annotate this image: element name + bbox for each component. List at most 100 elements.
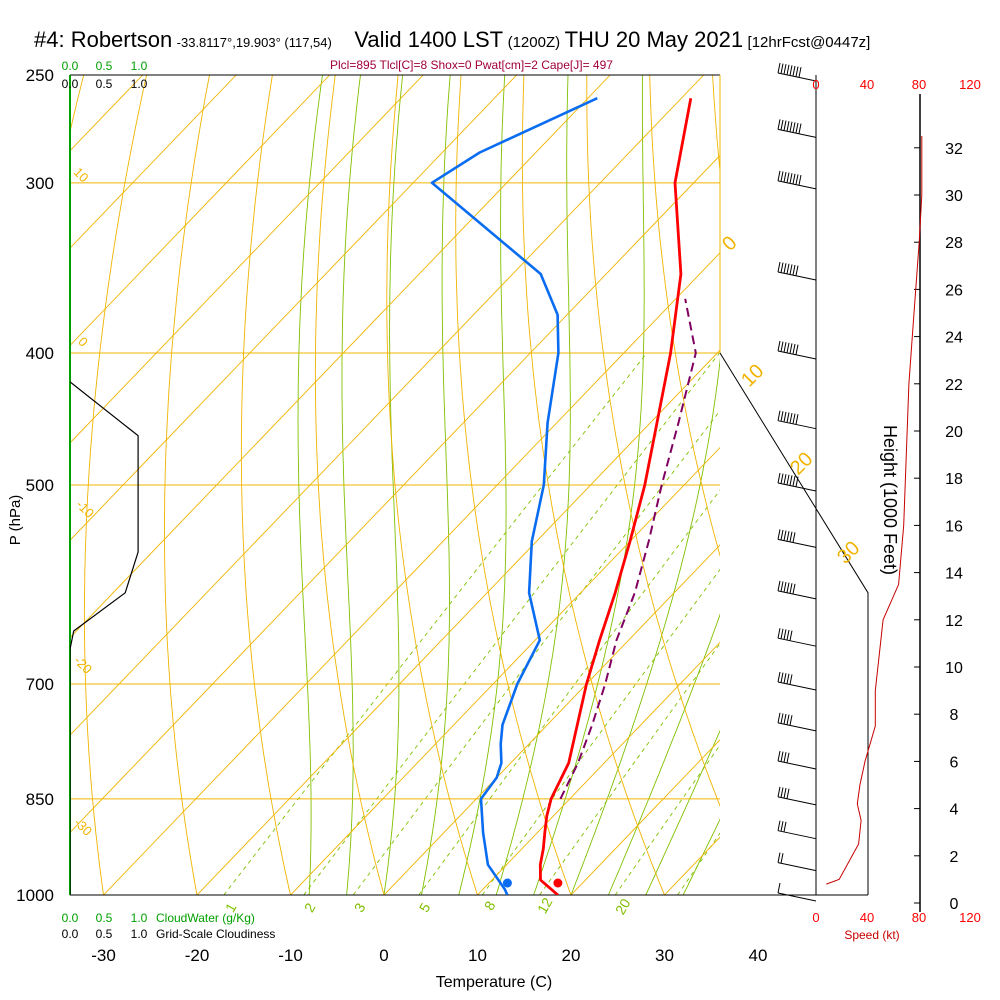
wind-barb-feather xyxy=(789,674,793,685)
wind-barb-feather xyxy=(786,752,790,763)
speed-tick-label-top: 80 xyxy=(912,77,926,92)
wind-barb-feather xyxy=(777,852,781,863)
temperature-tick-label: -20 xyxy=(185,946,210,965)
wind-barb-staff xyxy=(777,892,817,902)
wind-barb-feather xyxy=(780,853,784,864)
cloudiness-tick-label-bottom: 1.0 xyxy=(131,927,148,941)
indices-line: Plcl=895 Tlcl[C]=8 Shox=0 Pwat[cm]=2 Cap… xyxy=(330,58,613,72)
pressure-tick-label: 400 xyxy=(26,344,54,363)
speed-tick-label-top: 0 xyxy=(812,77,819,92)
wind-barb-staff xyxy=(777,590,817,600)
y-axis-title: P (hPa) xyxy=(7,495,24,546)
wind-barb xyxy=(777,410,817,430)
cloudiness-tick-label-top: 1.0 xyxy=(131,77,148,91)
wind-barb-feather xyxy=(777,340,781,352)
height-tick-label: 14 xyxy=(945,566,963,583)
dry-adiabat xyxy=(240,75,291,895)
height-tick-label: 4 xyxy=(950,802,959,819)
wind-barb-staff xyxy=(777,830,817,840)
sounding-traces xyxy=(70,97,697,895)
mixing-ratio-line xyxy=(352,409,720,895)
height-tick-label: 32 xyxy=(945,141,963,158)
height-tick-label: 18 xyxy=(945,471,963,488)
wind-barb-feather xyxy=(786,64,790,75)
wind-barb-feather xyxy=(780,628,784,639)
moist-adiabat xyxy=(458,75,507,895)
wind-barb-feather xyxy=(792,343,796,355)
wind-barb-staff xyxy=(777,482,817,492)
wind-barb-feather xyxy=(786,342,790,353)
wind-barb-feather xyxy=(777,410,781,421)
cloudwater-tick-label-bottom: 0.0 xyxy=(62,911,79,925)
mixing-ratio-line xyxy=(539,642,720,895)
wind-barb-staff xyxy=(777,681,817,691)
wind-barb-feather xyxy=(783,787,787,799)
wind-barb-feather xyxy=(783,474,787,485)
dewpoint-line xyxy=(430,97,598,895)
wind-barb-feather xyxy=(783,263,787,274)
wind-barb-feather xyxy=(777,119,781,130)
moist-adiabat xyxy=(297,75,323,895)
wind-barb-staff xyxy=(777,637,817,647)
height-tick-label: 26 xyxy=(945,282,963,299)
forecast-date: THU 20 May 2021 xyxy=(564,27,744,52)
mixing-ratio-line xyxy=(303,352,720,895)
cloudiness-tick-label-bottom: 0.5 xyxy=(96,927,113,941)
wind-barb-feather xyxy=(792,413,796,424)
wind-barb-feather xyxy=(789,583,793,594)
dry-adiabat-label: -10 xyxy=(73,497,97,521)
wind-barb-feather xyxy=(777,786,781,797)
dry-adiabat-label: 0 xyxy=(75,334,91,350)
wind-barb-feather xyxy=(777,261,781,273)
wind-barb-staff xyxy=(777,538,817,548)
temperature-tick-label: 30 xyxy=(655,946,674,965)
wind-barb-feather xyxy=(786,474,790,485)
wind-barb-feather xyxy=(783,120,787,131)
wind-barb-feather xyxy=(780,581,784,592)
wind-barb-staff xyxy=(777,180,817,190)
wind-barb-staff xyxy=(777,862,817,872)
isotherm-label: 10 xyxy=(737,360,768,391)
temperature-line xyxy=(538,97,693,895)
height-tick-label: 16 xyxy=(945,518,963,535)
cloudiness-tick-label-top: 0.0 xyxy=(62,77,79,91)
temperature-tick-label: -30 xyxy=(91,946,116,965)
mixing-ratio-line xyxy=(418,489,720,895)
wind-barb-staff xyxy=(777,72,817,82)
wind-barb xyxy=(777,119,817,138)
wind-barb-feather xyxy=(777,62,781,74)
wind-barb-feather xyxy=(777,671,781,683)
speed-axis-title: Speed (kt) xyxy=(844,928,899,942)
mixing-ratio-line xyxy=(614,744,720,895)
height-tick-label: 12 xyxy=(945,613,963,630)
wind-barb-feather xyxy=(792,65,796,77)
wind-barb xyxy=(777,671,817,691)
dry-adiabat xyxy=(164,75,210,895)
wind-barb-staff xyxy=(777,271,817,281)
wind-barb-feather xyxy=(789,65,793,76)
wind-barb-feather xyxy=(777,472,781,484)
dry-adiabat-label: 10 xyxy=(71,164,92,185)
wind-barb-feather xyxy=(780,341,784,352)
pressure-tick-label: 850 xyxy=(26,790,54,809)
chart-title: #4: Robertson -33.8117°,19.903° (117,54)… xyxy=(34,27,870,53)
pressure-tick-label: 500 xyxy=(26,476,54,495)
background-grid xyxy=(70,75,720,895)
wind-barb-feather xyxy=(792,264,796,276)
wind-barb xyxy=(777,882,817,902)
wind-barb-feather xyxy=(780,529,784,541)
frame-right-lower xyxy=(719,352,869,895)
wind-barb-feather xyxy=(786,582,790,593)
wind-barb xyxy=(777,820,817,840)
height-tick-label: 22 xyxy=(945,377,963,394)
wind-barb-feather xyxy=(795,414,799,425)
wind-barb-feather xyxy=(789,531,793,542)
temperature-tick-label: 10 xyxy=(468,946,487,965)
dry-adiabat-label: -20 xyxy=(71,653,95,677)
wind-barb-feather xyxy=(780,713,784,724)
wind-barb xyxy=(777,628,817,647)
isotherm xyxy=(477,641,720,895)
height-tick-label: 10 xyxy=(945,660,963,677)
wind-barb-staff xyxy=(777,350,817,360)
wind-barb-feather xyxy=(780,787,784,798)
